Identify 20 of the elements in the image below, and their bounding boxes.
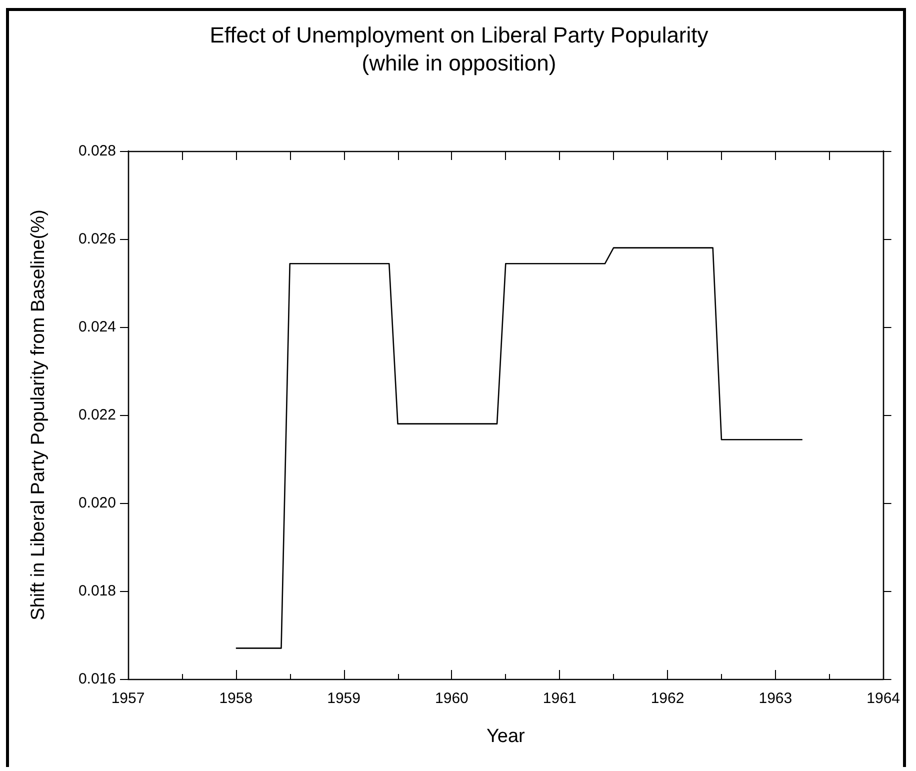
y-tick-label: 0.016 [78, 670, 116, 688]
line-series [235, 247, 804, 649]
y-tick-label: 0.018 [78, 582, 116, 600]
chart-subtitle: (while in opposition) [362, 50, 556, 76]
y-axis-title: Shift in Liberal Party Popularity from Baseline(%) [28, 210, 49, 620]
y-tick-label: 0.020 [78, 494, 116, 512]
x-tick-label: 1962 [650, 690, 684, 707]
x-tick-label: 1959 [327, 690, 360, 707]
y-tick-label: 0.026 [78, 230, 116, 248]
x-axis-title: Year [486, 726, 526, 747]
x-tick-label: 1958 [219, 690, 253, 707]
x-tick-label: 1964 [866, 690, 900, 707]
y-tick-label: 0.022 [78, 406, 116, 424]
y-tick-label: 0.024 [78, 318, 116, 336]
x-tick-label: 1960 [435, 690, 468, 707]
chart-title: Effect of Unemployment on Liberal Party Popularity [210, 22, 708, 48]
x-tick-label: 1957 [111, 690, 145, 707]
y-tick-label: 0.028 [78, 142, 116, 160]
x-tick-label: 1963 [758, 690, 792, 707]
x-tick-label: 1961 [542, 690, 576, 707]
